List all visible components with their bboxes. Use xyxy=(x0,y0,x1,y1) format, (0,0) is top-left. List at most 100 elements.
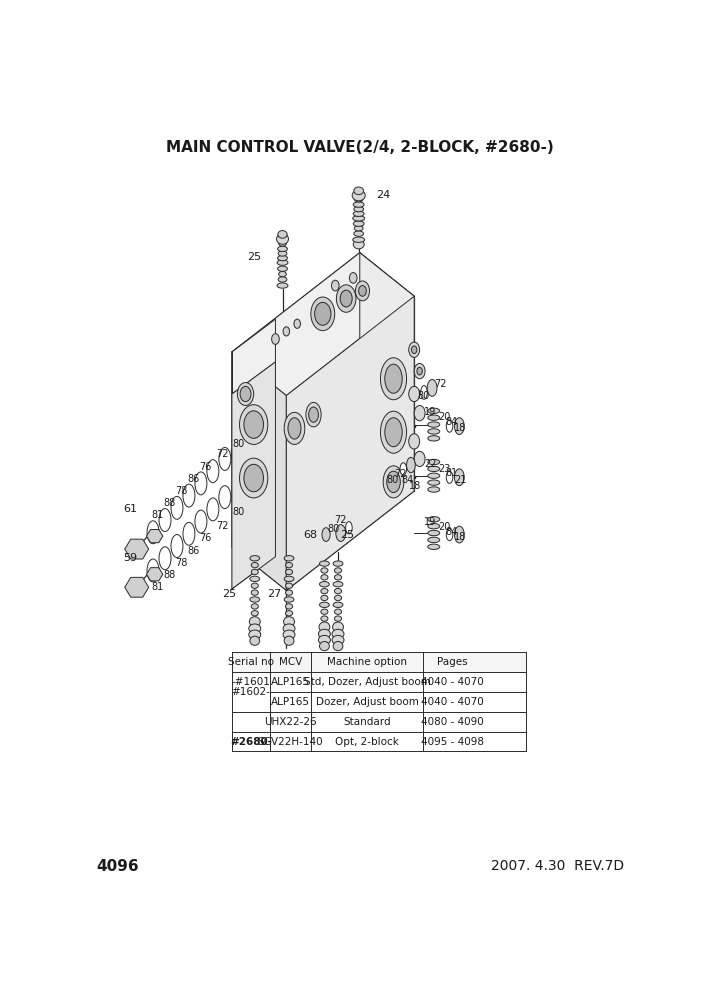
Text: 24: 24 xyxy=(376,190,390,200)
Ellipse shape xyxy=(286,590,293,595)
Text: 25: 25 xyxy=(340,531,355,541)
Text: 21: 21 xyxy=(454,474,467,484)
Ellipse shape xyxy=(244,411,263,438)
Ellipse shape xyxy=(420,386,428,400)
Polygon shape xyxy=(360,253,414,491)
Ellipse shape xyxy=(250,556,260,560)
Ellipse shape xyxy=(355,225,363,231)
Ellipse shape xyxy=(183,484,195,507)
Ellipse shape xyxy=(251,583,258,588)
Ellipse shape xyxy=(207,459,219,483)
Text: 78: 78 xyxy=(175,558,187,567)
Text: 72: 72 xyxy=(394,469,406,479)
Circle shape xyxy=(414,363,425,379)
Text: 76: 76 xyxy=(199,534,211,544)
Ellipse shape xyxy=(446,420,453,433)
Ellipse shape xyxy=(334,588,342,594)
Text: 86: 86 xyxy=(187,474,199,484)
Ellipse shape xyxy=(277,246,287,252)
Ellipse shape xyxy=(159,509,171,532)
Ellipse shape xyxy=(428,415,439,421)
Circle shape xyxy=(411,346,417,353)
Ellipse shape xyxy=(284,617,295,627)
Ellipse shape xyxy=(286,569,293,574)
Ellipse shape xyxy=(446,529,453,541)
Ellipse shape xyxy=(250,636,260,646)
Ellipse shape xyxy=(428,531,439,536)
Polygon shape xyxy=(232,362,275,589)
Ellipse shape xyxy=(334,567,342,573)
Text: 27: 27 xyxy=(267,589,281,599)
Text: 20: 20 xyxy=(438,522,450,532)
Ellipse shape xyxy=(183,523,195,546)
Ellipse shape xyxy=(385,364,402,393)
Ellipse shape xyxy=(454,418,464,434)
Ellipse shape xyxy=(147,521,159,544)
Text: 72: 72 xyxy=(334,515,347,525)
Text: 81: 81 xyxy=(151,511,164,521)
Ellipse shape xyxy=(352,237,364,242)
Ellipse shape xyxy=(250,576,260,581)
Text: 80: 80 xyxy=(232,438,244,448)
Ellipse shape xyxy=(354,206,364,212)
Ellipse shape xyxy=(251,604,258,609)
Ellipse shape xyxy=(333,602,343,607)
Ellipse shape xyxy=(380,358,406,400)
Text: Std, Dozer, Adjust boom: Std, Dozer, Adjust boom xyxy=(304,677,430,687)
Ellipse shape xyxy=(288,418,301,439)
Ellipse shape xyxy=(321,616,328,621)
Ellipse shape xyxy=(319,642,329,651)
Text: Machine option: Machine option xyxy=(327,657,407,668)
Text: Dozer, Adjust boom: Dozer, Adjust boom xyxy=(316,696,418,707)
Circle shape xyxy=(314,303,331,325)
Text: 23: 23 xyxy=(438,464,450,474)
Text: 4040 - 4070: 4040 - 4070 xyxy=(421,696,484,707)
Ellipse shape xyxy=(387,471,400,493)
Ellipse shape xyxy=(286,604,293,609)
Ellipse shape xyxy=(277,260,288,265)
Ellipse shape xyxy=(284,597,294,602)
Polygon shape xyxy=(232,352,286,590)
Ellipse shape xyxy=(321,574,328,580)
Ellipse shape xyxy=(195,472,207,495)
Text: 4040 - 4070: 4040 - 4070 xyxy=(421,677,484,687)
Text: 4095 - 4098: 4095 - 4098 xyxy=(420,737,484,747)
Text: UHX22-26: UHX22-26 xyxy=(265,716,317,727)
Ellipse shape xyxy=(284,576,294,581)
Ellipse shape xyxy=(239,405,268,444)
Text: ALP165: ALP165 xyxy=(271,677,310,687)
Ellipse shape xyxy=(244,464,263,492)
Text: 19: 19 xyxy=(425,407,437,417)
Ellipse shape xyxy=(278,277,287,282)
Ellipse shape xyxy=(207,498,219,521)
Ellipse shape xyxy=(352,215,364,221)
Ellipse shape xyxy=(321,588,328,594)
Circle shape xyxy=(272,333,279,344)
Text: 4080 - 4090: 4080 - 4090 xyxy=(421,716,484,727)
Ellipse shape xyxy=(195,510,207,533)
Text: #1602-: #1602- xyxy=(232,686,270,697)
Text: 59: 59 xyxy=(123,554,138,563)
Circle shape xyxy=(336,285,356,312)
Polygon shape xyxy=(125,540,149,559)
Ellipse shape xyxy=(428,422,439,428)
Text: 25: 25 xyxy=(247,252,261,262)
Ellipse shape xyxy=(428,480,439,485)
Circle shape xyxy=(283,326,290,336)
Text: 80: 80 xyxy=(418,391,430,402)
Ellipse shape xyxy=(319,629,331,639)
Ellipse shape xyxy=(277,283,288,289)
Ellipse shape xyxy=(277,234,289,244)
Ellipse shape xyxy=(237,383,253,406)
Text: 80: 80 xyxy=(386,475,399,485)
Ellipse shape xyxy=(251,562,258,567)
Text: 18: 18 xyxy=(409,481,421,491)
Ellipse shape xyxy=(428,538,439,543)
Ellipse shape xyxy=(321,595,328,600)
Ellipse shape xyxy=(380,412,406,453)
Ellipse shape xyxy=(428,380,437,397)
Ellipse shape xyxy=(385,418,402,446)
Ellipse shape xyxy=(454,469,464,486)
Ellipse shape xyxy=(251,590,258,595)
Ellipse shape xyxy=(354,231,364,236)
